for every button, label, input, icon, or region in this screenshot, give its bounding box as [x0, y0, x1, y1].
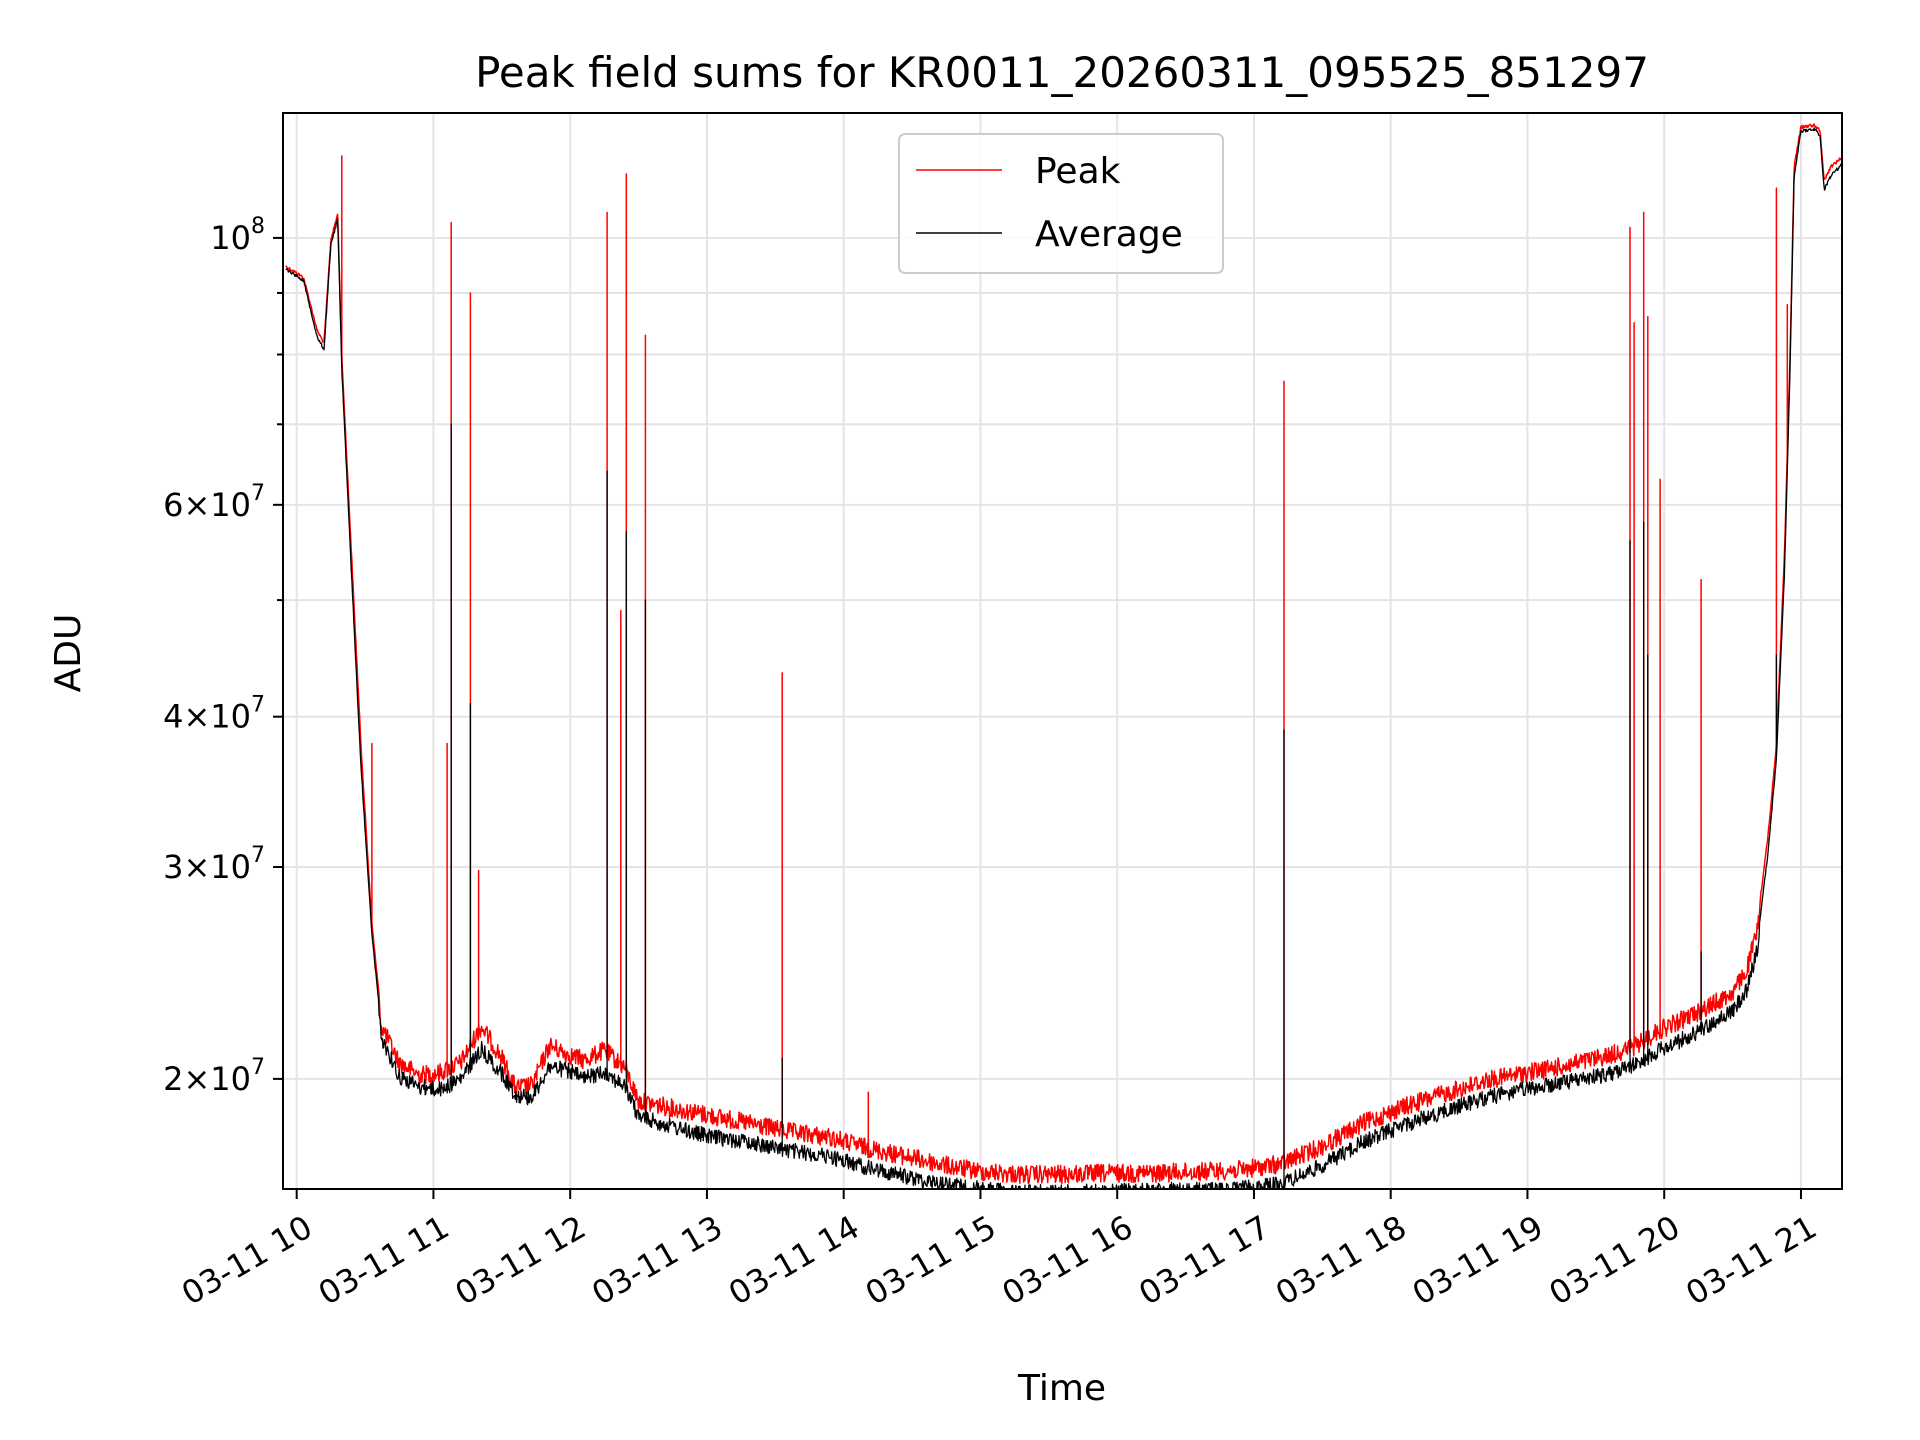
- legend: Peak Average: [898, 133, 1224, 274]
- plot-frame: [282, 112, 1843, 1190]
- grid: [283, 113, 1842, 1189]
- series-line-average: [285, 127, 1842, 1189]
- chart-title: Peak field sums for KR0011_20260311_0955…: [475, 48, 1649, 97]
- series-line-peak: [285, 123, 1842, 1185]
- y-axis-label: ADU: [48, 614, 89, 693]
- legend-box: [898, 133, 1224, 274]
- y-tick-label: 2×107: [163, 1055, 265, 1098]
- y-tick-label: 108: [210, 214, 265, 257]
- y-tick-label: 4×107: [163, 693, 265, 736]
- y-tick-label: 3×107: [163, 843, 265, 886]
- plot-lines: [285, 123, 1842, 1189]
- legend-label-peak: Peak: [1035, 151, 1121, 192]
- y-tick-label: 6×107: [163, 481, 265, 524]
- legend-label-average: Average: [1035, 214, 1183, 255]
- x-axis-label: Time: [1017, 1368, 1106, 1409]
